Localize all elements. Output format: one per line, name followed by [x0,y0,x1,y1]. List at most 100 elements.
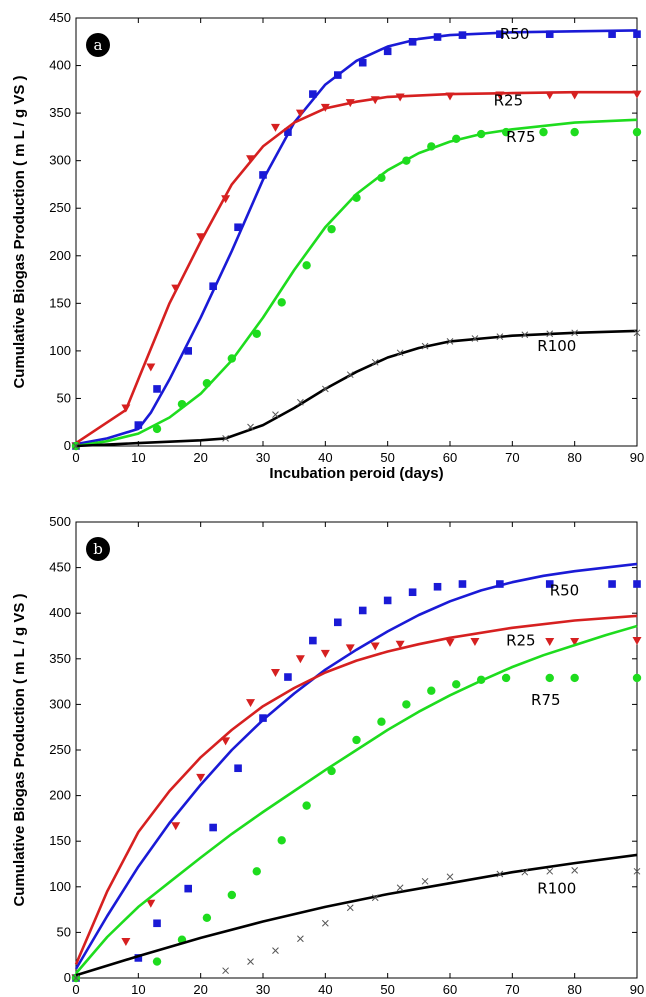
data-point-r100 [272,947,279,954]
data-point-r25 [320,103,330,112]
data-point-r25 [395,640,405,649]
data-point-r100 [371,358,379,366]
data-point-r100 [346,371,354,379]
data-point-r50 [496,580,504,588]
data-point-r50 [153,385,161,393]
data-point-r50 [358,606,367,615]
data-point-r25 [445,92,455,101]
data-point-r100 [496,870,504,878]
data-point-r50 [433,582,442,591]
data-point-r75 [327,224,336,234]
data-point-r75 [277,298,286,307]
data-point-r75 [570,127,579,137]
data-point-r50 [309,90,317,98]
data-point-r100 [421,342,429,350]
data-point-r25 [370,96,380,105]
data-point-r50 [633,580,641,588]
data-point-r100 [633,867,641,875]
y-axis-title: Cumulative Biogas Production ( m L / g V… [11,75,28,388]
data-point-r50 [383,47,392,56]
data-point-r75 [202,913,212,923]
data-point-r75 [227,890,237,900]
x-tick-label: 10 [131,450,145,465]
y-tick-label: 450 [49,560,71,575]
x-tick-label: 0 [72,982,79,997]
x-tick-label: 70 [505,982,519,997]
series-label-r25: R25 [506,632,536,650]
y-tick-label: 250 [49,200,71,215]
data-point-r75 [452,680,461,689]
data-point-r50 [184,884,192,893]
series-r75: R75 [71,624,642,983]
x-tick-label: 50 [380,450,394,465]
series-label-r25: R25 [494,92,524,110]
data-point-r25 [445,638,455,647]
series-r50: R50 [72,25,641,450]
data-point-r25 [295,109,305,118]
data-point-r25 [632,90,642,99]
data-point-r100 [297,935,304,943]
data-point-r100 [496,333,504,340]
fit-line-r100 [75,853,638,977]
data-point-r50 [383,596,392,605]
data-point-r100 [297,398,304,406]
x-tick-label: 20 [193,450,207,465]
panel-label: b [93,540,103,558]
fit-line-r75 [75,624,638,975]
data-point-r75 [427,142,436,151]
data-point-r75 [352,193,361,202]
series-label-r50: R50 [500,25,530,43]
data-point-r100 [521,868,529,876]
y-tick-label: 450 [49,10,71,25]
data-point-r100 [346,904,354,912]
data-point-r100 [446,338,454,345]
x-tick-label: 60 [443,450,457,465]
data-point-r25 [196,773,206,782]
chart-panel-a: 0 10 20 30 40 50 60 70 80 90 0 50 100 150 200 250 300 350… [11,10,644,482]
panel-badge: b [86,537,110,561]
y-tick-label: 100 [49,879,71,894]
y-tick-label: 0 [64,438,71,453]
x-tick-label: 60 [443,982,457,997]
series-r25: R25 [71,614,642,983]
data-point-r25 [570,637,580,646]
y-tick-label: 50 [57,924,71,939]
data-point-r50 [608,30,616,38]
x-tick-label: 20 [193,982,207,997]
x-tick-label: 30 [256,450,270,465]
data-point-r25 [221,195,231,204]
data-point-r75 [152,957,162,966]
series-label-r100: R100 [537,880,576,898]
y-tick-label: 150 [49,295,71,310]
y-tick-label: 350 [49,651,71,666]
data-point-r100 [571,329,579,337]
fit-line-r50 [74,562,638,970]
y-tick-label: 0 [64,970,71,985]
data-point-r25 [320,649,330,658]
series-label-r100: R100 [537,337,576,355]
y-tick-label: 200 [49,788,71,803]
data-point-r50 [134,954,143,962]
series-label-r75: R75 [531,691,561,709]
data-point-r100 [222,435,229,442]
data-point-r75 [377,173,386,182]
data-point-r50 [496,30,504,38]
x-tick-label: 90 [630,450,644,465]
data-point-r50 [153,919,161,928]
data-point-r75 [302,801,311,810]
y-tick-label: 150 [49,833,71,848]
x-axis-title: Incubation peroid (days) [269,465,443,482]
data-point-r50 [209,282,217,291]
data-point-r50 [234,223,242,232]
data-point-r50 [408,588,417,597]
data-point-r100 [72,974,80,982]
data-point-r100 [546,867,554,875]
data-point-r75 [227,354,237,363]
series-r100: R100 [72,329,641,450]
data-point-r75 [402,156,411,165]
data-point-r75 [476,129,486,139]
data-point-r50 [134,421,143,429]
data-point-r100 [546,330,554,338]
series-label-r75: R75 [506,128,536,146]
